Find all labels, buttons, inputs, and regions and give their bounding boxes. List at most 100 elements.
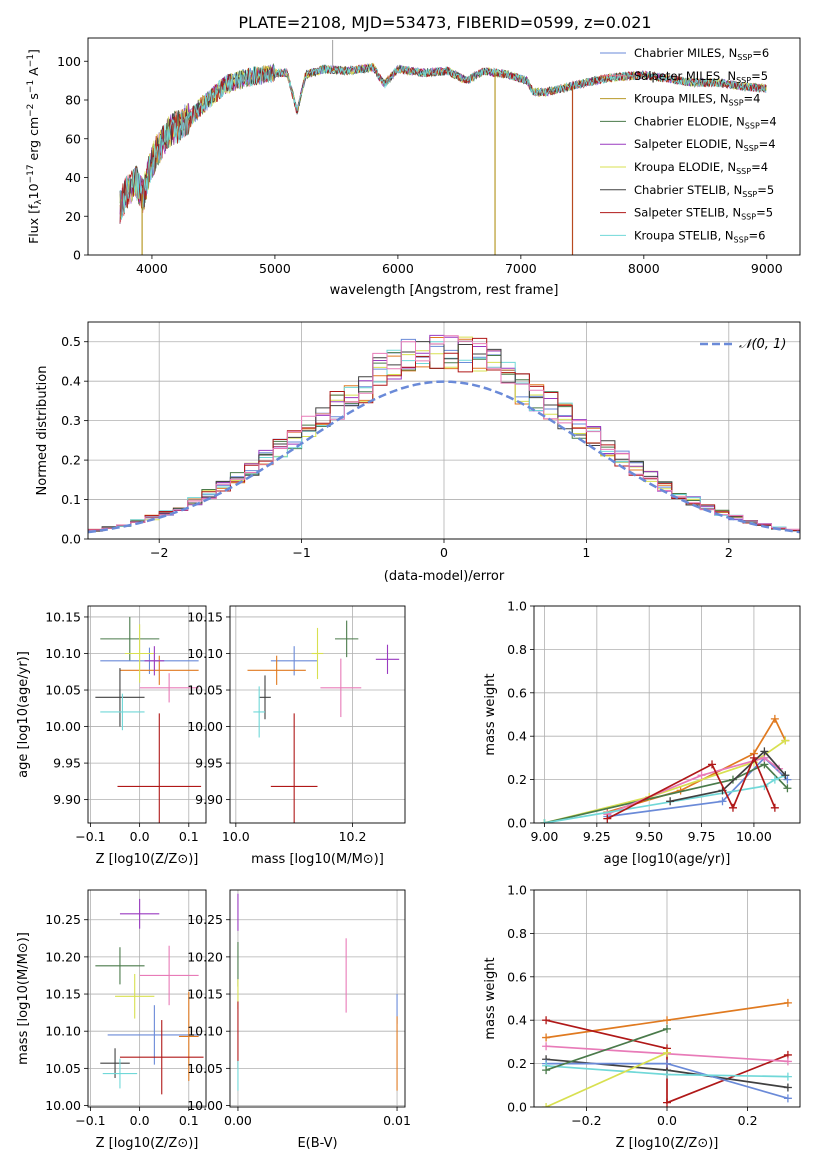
normal-curve: [88, 380, 800, 534]
error-point: [115, 973, 155, 1019]
legend-text: Chabrier ELODIE, N: [634, 114, 745, 128]
x-axis-label: Z [log10(Z/Z⊙)]: [616, 1136, 719, 1151]
axes-frame: [87, 321, 801, 540]
legend-sub: SSP: [734, 235, 749, 244]
weight-marker: [603, 814, 612, 823]
figure-title: PLATE=2108, MJD=53473, FIBERID=0599, z=0…: [238, 13, 651, 32]
weight-marker: [663, 1016, 671, 1025]
y-tick-label: 0.4: [507, 729, 527, 744]
x-tick-label: 0.00: [224, 1113, 252, 1128]
y-tick-label: 10.00: [187, 1098, 223, 1113]
weight-marker: [770, 803, 779, 812]
y-tick-label: 0.6: [507, 685, 527, 700]
x-tick-label: 0: [440, 545, 448, 560]
weight-marker: [728, 803, 737, 812]
x-tick-label: 4000: [136, 261, 168, 276]
legend-label: Kroupa STELIB, NSSP=6: [634, 228, 765, 244]
weight-marker: [760, 747, 769, 756]
error-point: [259, 675, 271, 720]
legend-text: Salpeter MILES, N: [634, 69, 736, 83]
y-tick-label: 10.05: [45, 1061, 81, 1076]
y-tick-label: 10.15: [45, 987, 81, 1002]
weight-marker: [542, 1042, 551, 1051]
legend-text: Kroupa MILES, N: [634, 92, 729, 106]
y-tick-label: 0.4: [507, 1013, 527, 1028]
error-point: [375, 644, 400, 674]
x-tick-label: −0.2: [571, 1113, 601, 1128]
y-tick-label: 0.1: [61, 492, 81, 507]
legend-sub: SSP: [729, 99, 744, 108]
y-tick-label: 10.05: [187, 1061, 223, 1076]
y-tick-label: 10.15: [45, 609, 81, 624]
legend-text: Salpeter STELIB, N: [634, 206, 741, 220]
y-axis-label: Flux [fλ10−17 erg cm−2 s−1 A−1]: [26, 49, 44, 244]
error-point: [117, 713, 202, 823]
axes-spectrum: 4000 5000 6000 7000 8000 9000 0 20 40 60 80 100 Chab…: [26, 37, 801, 298]
weight-marker: [783, 775, 792, 784]
x-tick-label: 0.01: [383, 1113, 411, 1128]
y-tick-label: 10.10: [45, 1024, 81, 1039]
y-label-part: 10: [26, 183, 41, 199]
legend-tail: =5: [756, 206, 773, 220]
plot-area: [119, 39, 767, 255]
error-point: [102, 1058, 138, 1089]
axes-mass_vs_EBV: 0.00 0.01 10.00 10.05 10.10 10.15 10.20 10.25 E(…: [187, 889, 411, 1151]
axes-frame: [87, 889, 207, 1108]
legend-tail: =4: [744, 92, 761, 106]
error-point: [119, 898, 160, 929]
legend-tail: =5: [757, 183, 774, 197]
y-tick-label: 10.25: [45, 912, 81, 927]
x-tick-label: 9000: [751, 261, 783, 276]
y-tick-label: 0.3: [61, 413, 81, 428]
legend-text: Chabrier MILES, N: [634, 46, 737, 60]
x-tick-label: 10.0: [222, 829, 250, 844]
x-tick-label: 10.2: [339, 829, 367, 844]
y-tick-label: 0.2: [507, 1056, 527, 1071]
y-tick-label: 20: [65, 209, 81, 224]
x-axis-label: wavelength [Angstrom, rest frame]: [330, 283, 559, 298]
legend-tail: =4: [760, 114, 777, 128]
legend-sub: SSP: [737, 53, 752, 62]
y-label-part: erg cm: [26, 117, 41, 165]
axes-residuals: −2 −1 0 1 2 0.0 0.1 0.2 0.3 0.4 0.5 𝒩(0, 1) (data-mo…: [35, 321, 801, 584]
y-tick-label: 1.0: [507, 883, 527, 898]
x-axis-label: E(B-V): [297, 1136, 337, 1151]
weight-marker: [783, 784, 792, 793]
x-tick-label: −2: [150, 545, 168, 560]
x-tick-label: 9.50: [635, 829, 663, 844]
error-point: [144, 646, 165, 676]
y-tick-label: 9.95: [53, 756, 81, 771]
weight-marker: [708, 760, 717, 769]
legend-label: Chabrier STELIB, NSSP=5: [634, 183, 774, 199]
weight-marker: [783, 1083, 792, 1092]
legend-label: 𝒩(0, 1): [739, 337, 786, 352]
error-point: [311, 627, 324, 680]
legend-text: Kroupa ELODIE, N: [634, 160, 736, 174]
plot-area: [95, 898, 204, 1095]
y-tick-label: 1.0: [507, 599, 527, 614]
weight-marker: [781, 736, 790, 745]
x-tick-label: 0.0: [130, 829, 150, 844]
plot-area: [542, 998, 792, 1107]
y-tick-label: 10.00: [45, 719, 81, 734]
error-point: [335, 620, 359, 658]
y-label-part: s: [26, 93, 41, 104]
error-point: [100, 616, 160, 661]
error-point: [320, 658, 362, 718]
axes-frame: [87, 605, 207, 824]
y-label-part: −17: [26, 164, 36, 183]
axes-mass_vs_Z: −0.1 0.0 0.1 10.00 10.05 10.10 10.15 10.20 10.25…: [16, 889, 207, 1151]
y-label-part: A: [26, 67, 41, 80]
weight-marker: [770, 775, 779, 784]
error-point: [107, 1005, 202, 1065]
weight-marker: [666, 797, 675, 806]
legend-text: Chabrier STELIB, N: [634, 183, 742, 197]
legend-tail: =4: [759, 137, 776, 151]
weight-marker: [770, 714, 779, 723]
x-tick-label: 9.00: [531, 829, 559, 844]
y-tick-label: 10.15: [187, 609, 223, 624]
x-tick-label: 0.1: [179, 1113, 199, 1128]
legend-sub: SSP: [736, 76, 751, 85]
y-tick-label: 9.90: [53, 792, 81, 807]
